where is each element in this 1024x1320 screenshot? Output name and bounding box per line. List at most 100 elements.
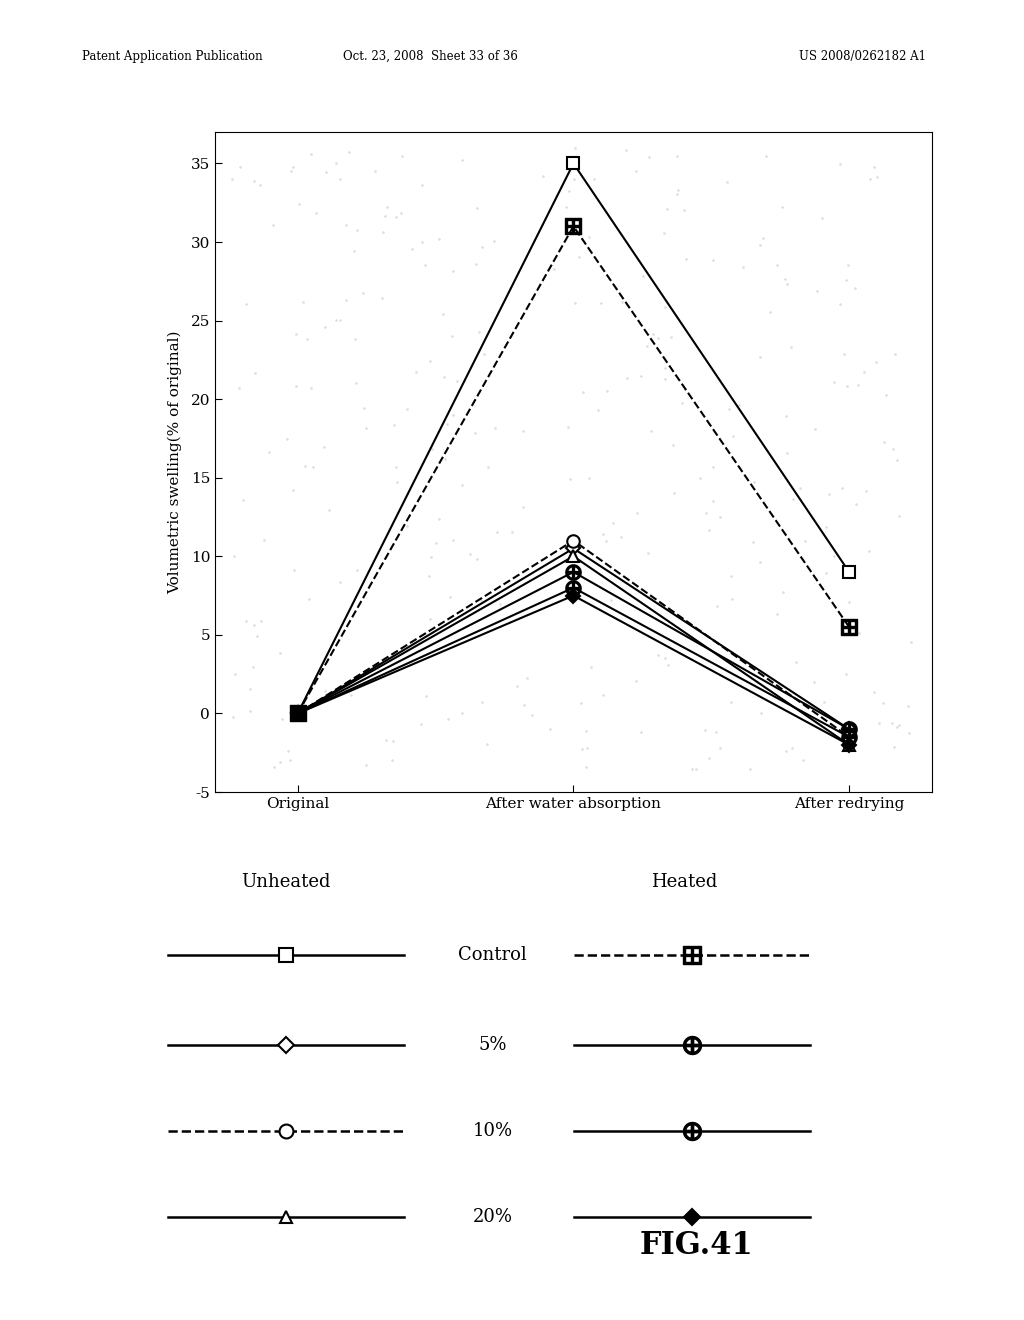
- Point: [889, 717, 905, 738]
- Point: [835, 477, 851, 498]
- Point: [735, 256, 752, 277]
- Point: [358, 417, 375, 438]
- Point: [676, 199, 692, 220]
- Point: [774, 581, 791, 602]
- Point: [328, 309, 344, 330]
- Point: [580, 738, 596, 759]
- Point: [597, 531, 613, 552]
- Text: 10%: 10%: [473, 1122, 513, 1140]
- Point: [573, 223, 590, 244]
- Point: [430, 228, 446, 249]
- Point: [449, 371, 465, 392]
- Point: [471, 322, 487, 343]
- Point: [669, 145, 685, 166]
- Point: [392, 203, 409, 224]
- Point: [836, 730, 852, 751]
- Point: [697, 503, 714, 524]
- Point: [678, 248, 694, 269]
- Point: [479, 457, 496, 478]
- Point: [866, 157, 883, 178]
- Point: [573, 739, 590, 760]
- Text: Unheated: Unheated: [242, 874, 331, 891]
- Point: [650, 645, 667, 667]
- Point: [874, 693, 891, 714]
- Point: [469, 548, 485, 569]
- Point: [697, 719, 714, 741]
- Point: [745, 471, 762, 492]
- Point: [860, 541, 877, 562]
- Point: [752, 346, 768, 367]
- Point: [492, 594, 508, 615]
- Point: [288, 376, 304, 397]
- Point: [868, 351, 885, 372]
- Point: [239, 294, 255, 315]
- Point: [836, 343, 852, 364]
- Point: [666, 483, 682, 504]
- Point: [595, 685, 611, 706]
- Point: [777, 268, 794, 289]
- Point: [561, 181, 578, 202]
- Point: [341, 141, 357, 162]
- Point: [249, 626, 265, 647]
- Point: [659, 198, 676, 219]
- Point: [644, 323, 660, 345]
- Point: [252, 174, 268, 195]
- Point: [384, 730, 400, 751]
- Point: [657, 297, 674, 318]
- Point: [758, 145, 774, 166]
- Point: [285, 479, 301, 500]
- Point: [807, 418, 823, 440]
- Point: [246, 170, 262, 191]
- Point: [421, 609, 437, 630]
- Point: [256, 529, 272, 550]
- Point: [618, 140, 635, 161]
- Point: [563, 531, 580, 552]
- Point: [488, 521, 505, 543]
- Point: [666, 434, 682, 455]
- Point: [712, 738, 728, 759]
- Point: [387, 457, 403, 478]
- Point: [546, 259, 562, 280]
- Point: [731, 395, 748, 416]
- Point: [308, 202, 325, 223]
- Point: [444, 404, 461, 425]
- Point: [846, 565, 862, 586]
- Point: [657, 368, 674, 389]
- Text: 5%: 5%: [478, 1036, 507, 1055]
- Point: [595, 523, 611, 544]
- Point: [338, 289, 354, 310]
- Point: [639, 543, 655, 564]
- Point: [474, 236, 490, 257]
- Point: [741, 759, 758, 780]
- Point: [428, 533, 444, 554]
- Point: [253, 610, 269, 631]
- Point: [232, 156, 249, 177]
- Point: [374, 286, 390, 308]
- Point: [303, 378, 319, 399]
- Point: [439, 413, 456, 434]
- Text: 20%: 20%: [473, 1208, 513, 1226]
- Point: [629, 502, 645, 523]
- Point: [265, 756, 282, 777]
- Point: [515, 420, 531, 441]
- Point: [264, 214, 281, 235]
- Point: [441, 586, 458, 607]
- Point: [809, 280, 825, 301]
- Point: [705, 491, 721, 512]
- Point: [784, 737, 801, 758]
- Point: [303, 143, 319, 164]
- Point: [745, 532, 762, 553]
- Point: [684, 759, 700, 780]
- Point: [535, 165, 551, 186]
- Point: [612, 527, 629, 548]
- Point: [349, 560, 366, 581]
- Point: [476, 343, 493, 364]
- Point: [316, 317, 333, 338]
- Point: [347, 329, 364, 350]
- Point: [234, 490, 251, 511]
- Point: [777, 405, 794, 426]
- Point: [768, 255, 784, 276]
- Point: [238, 610, 254, 631]
- Point: [394, 145, 411, 166]
- Point: [657, 648, 674, 669]
